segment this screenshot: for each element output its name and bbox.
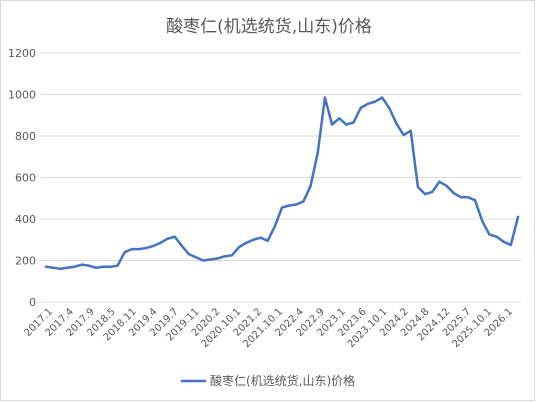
legend: 酸枣仁(机选统货,山东)价格 (181, 373, 355, 388)
data-point (245, 241, 248, 245)
y-tick-label: 1200 (8, 47, 36, 60)
data-point (323, 96, 327, 99)
data-point (316, 151, 319, 154)
data-point (502, 240, 505, 244)
data-point (223, 255, 226, 258)
data-point (481, 219, 484, 223)
data-point (94, 266, 98, 269)
data-point (123, 251, 126, 254)
data-point (459, 196, 462, 199)
data-point (380, 96, 384, 99)
data-point (509, 243, 513, 247)
data-point (280, 206, 284, 209)
data-point (388, 106, 391, 110)
y-tick-label: 1000 (8, 89, 36, 102)
data-point (230, 254, 234, 257)
data-point (402, 133, 405, 137)
data-point (216, 257, 219, 260)
data-point (194, 256, 198, 259)
data-point (309, 184, 312, 187)
data-point (266, 239, 269, 242)
chart-title: 酸枣仁(机选统货,山东)价格 (166, 17, 372, 37)
y-tick-label: 600 (15, 172, 36, 185)
data-point (109, 265, 112, 268)
data-point (473, 199, 477, 202)
data-point (409, 129, 412, 133)
data-point (87, 264, 91, 267)
data-point (44, 265, 48, 268)
data-point (73, 265, 76, 268)
data-point (173, 235, 176, 238)
y-tick-label: 400 (15, 213, 36, 226)
data-point (359, 106, 362, 110)
y-tick-label: 0 (29, 296, 36, 309)
data-point (345, 123, 348, 126)
data-point (366, 102, 370, 106)
legend-label: 酸枣仁(机选统货,山东)价格 (210, 373, 355, 388)
data-point (252, 238, 255, 241)
data-point (209, 258, 212, 261)
data-point (445, 184, 448, 187)
series-points (44, 96, 520, 270)
data-point (430, 190, 434, 194)
data-point (80, 263, 83, 266)
data-point (202, 259, 205, 262)
data-point (259, 236, 262, 239)
data-point (423, 192, 427, 196)
data-point (338, 117, 341, 120)
data-point (187, 253, 191, 256)
data-point (180, 244, 184, 248)
data-point (137, 247, 141, 251)
data-point (330, 123, 334, 126)
data-point (144, 246, 148, 250)
data-point (130, 247, 134, 251)
data-point (395, 122, 398, 125)
data-point (51, 266, 55, 269)
data-point (488, 233, 491, 236)
y-tick-label: 800 (15, 130, 36, 143)
data-point (452, 191, 455, 195)
data-point (352, 121, 355, 124)
data-point (495, 235, 498, 238)
data-point (466, 196, 470, 199)
data-point (102, 265, 105, 268)
data-point (438, 180, 441, 183)
y-tick-label: 200 (15, 255, 36, 268)
data-point (287, 204, 291, 207)
data-point (66, 266, 69, 269)
data-point (302, 200, 305, 203)
y-axis-ticks: 0 200 400 600 800 1000 1200 (8, 47, 36, 309)
data-point (116, 264, 119, 267)
data-point (373, 100, 377, 103)
data-point (166, 237, 169, 240)
gridlines (41, 52, 521, 303)
data-point (416, 185, 420, 189)
data-point (237, 245, 241, 249)
x-axis-ticks: 2017.12017.42017.92018.52018.112019.4201… (23, 306, 516, 350)
series-line-price (44, 96, 520, 271)
data-point (159, 241, 162, 245)
data-point (152, 244, 155, 248)
data-point (295, 203, 298, 206)
data-point (59, 267, 62, 270)
data-point (516, 215, 520, 219)
data-point (273, 225, 277, 228)
